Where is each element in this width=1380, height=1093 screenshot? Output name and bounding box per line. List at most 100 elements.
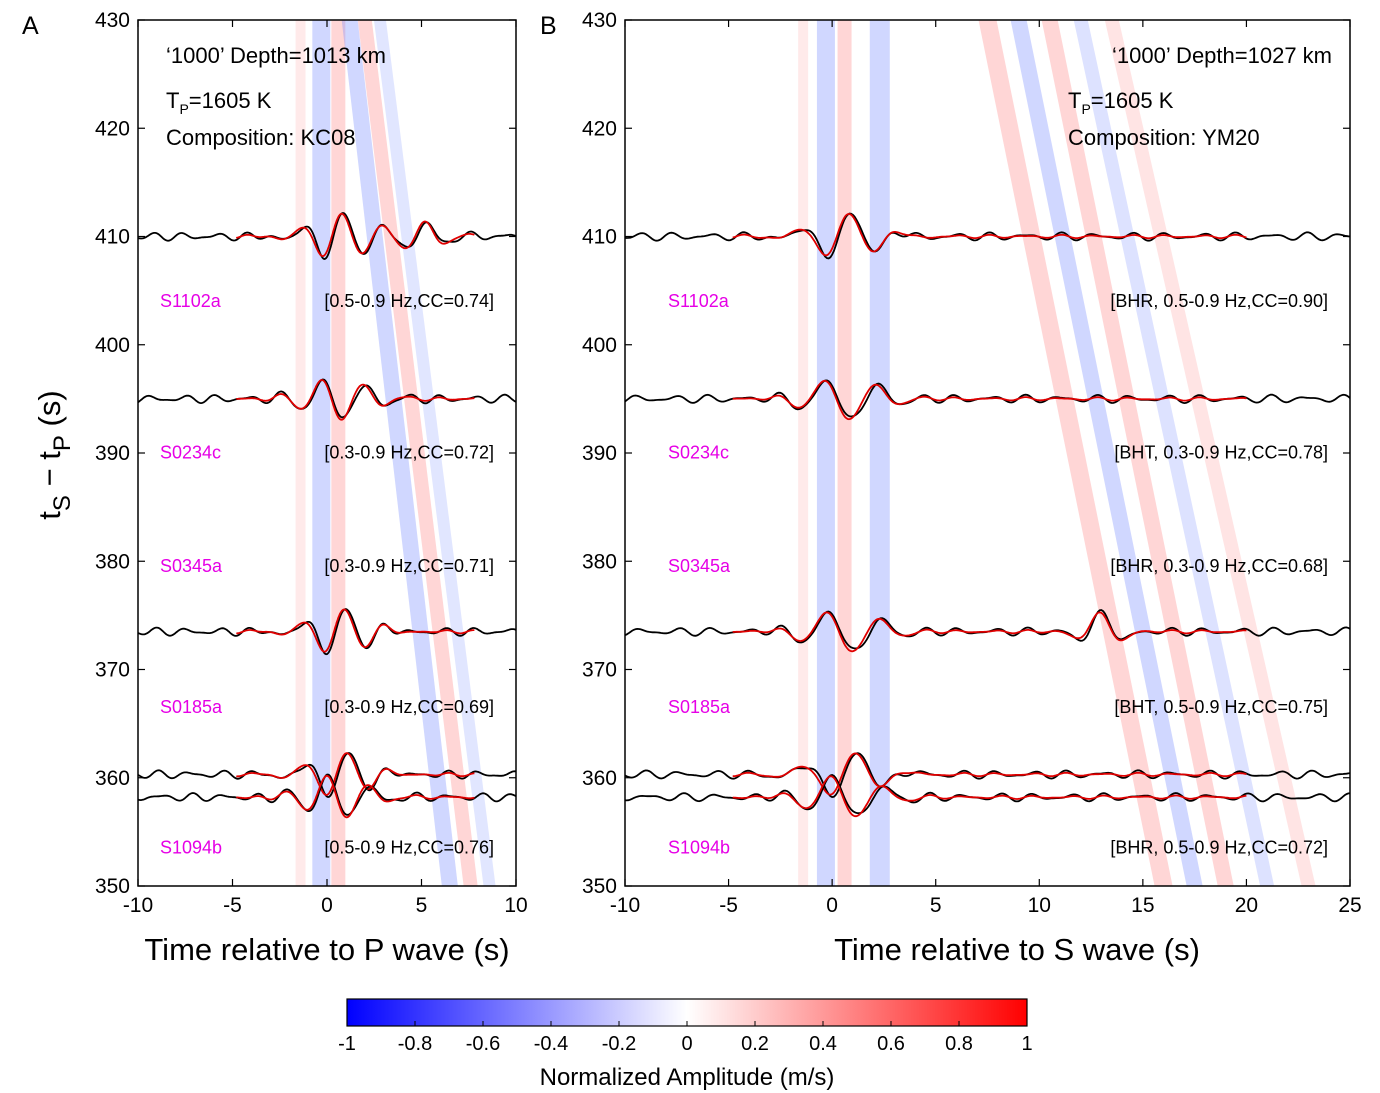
colorbar-tick-label: -0.8 <box>398 1033 432 1055</box>
y-tick-label: 420 <box>582 117 617 140</box>
colorbar-tick-label: -0.6 <box>466 1033 500 1055</box>
station-label: S0345a <box>668 556 731 576</box>
x-tick-label: 25 <box>1338 894 1361 917</box>
panel-b: -10 -5 0 5 10 15 20 25 350 360 370 380 390 400 410 420 4… <box>540 9 1362 967</box>
y-tick-label: 360 <box>582 767 617 790</box>
filter-band-label: [0.3-0.9 Hz,CC=0.71] <box>324 556 494 576</box>
filter-band-label: [0.5-0.9 Hz,CC=0.74] <box>324 291 494 311</box>
station-label: S0185a <box>668 697 731 717</box>
station-label: S0234c <box>160 442 221 462</box>
synthetic-waveform <box>732 752 1247 796</box>
synthetic-waveform <box>732 775 1247 818</box>
colorbar-tick-label: 1 <box>1021 1033 1032 1055</box>
x-tick-label: 10 <box>1028 894 1051 917</box>
y-tick-label: 350 <box>582 875 617 898</box>
y-tick-label: 390 <box>582 442 617 465</box>
colorbar-ticks: -1 -0.8 -0.6 -0.4 -0.2 0 0.2 0.4 0.6 0.8 1 <box>338 1021 1033 1055</box>
observed-waveform <box>138 212 516 260</box>
y-tick-label: 370 <box>95 659 130 682</box>
panel-a-ticks: -10 -5 0 5 10 350 360 370 380 390 400 410 420 430 <box>95 9 528 917</box>
x-tick-label: -10 <box>610 894 640 917</box>
x-tick-label: -10 <box>123 894 153 917</box>
panel-a-traces <box>138 212 516 819</box>
station-label: S1102a <box>668 291 730 311</box>
observed-waveform <box>138 378 516 419</box>
panel-a-wavefield <box>295 20 496 886</box>
filter-band-label: [BHR, 0.5-0.9 Hz,CC=0.90] <box>1110 291 1328 311</box>
y-tick-label: 380 <box>95 550 130 573</box>
colorbar-label: Normalized Amplitude (m/s) <box>540 1064 835 1091</box>
panel-a-annotation-depth: ‘1000’ Depth=1013 km <box>166 43 386 68</box>
colorbar-tick-label: 0.2 <box>741 1033 769 1055</box>
synthetic-waveform <box>732 611 1247 653</box>
colorbar-tick-label: 0 <box>681 1033 692 1055</box>
panel-b-labels: S1102a [BHR, 0.5-0.9 Hz,CC=0.90] S0234c [BH… <box>668 291 1328 858</box>
synthetic-waveform <box>236 752 475 796</box>
y-tick-label: 370 <box>582 659 617 682</box>
filter-band-label: [BHT, 0.5-0.9 Hz,CC=0.75] <box>1114 697 1328 717</box>
wavefield-stripe <box>869 20 890 886</box>
synthetic-waveform <box>235 212 475 257</box>
panel-a-annotation-composition: Composition: KC08 <box>166 125 356 150</box>
y-tick-label: 350 <box>95 875 130 898</box>
station-label: S0234c <box>668 442 729 462</box>
panel-a-annotation-temp: TP=1605 K <box>166 88 272 117</box>
wavefield-stripe <box>1010 20 1203 886</box>
station-label: S0345a <box>160 556 223 576</box>
wavefield-stripe <box>837 20 852 886</box>
y-tick-label: 430 <box>582 9 617 32</box>
wavefield-stripe <box>1041 20 1234 886</box>
filter-band-label: [0.5-0.9 Hz,CC=0.76] <box>324 838 494 858</box>
colorbar: -1 -0.8 -0.6 -0.4 -0.2 0 0.2 0.4 0.6 0.8 1 Normali… <box>338 998 1033 1091</box>
station-label: S1102a <box>160 291 222 311</box>
wavefield-stripe <box>331 20 346 886</box>
wavefield-stripe <box>816 20 835 886</box>
wavefield-stripe <box>798 20 809 886</box>
wavefield-stripe <box>295 20 306 886</box>
wavefield-stripe <box>357 20 478 886</box>
x-tick-label: -5 <box>223 894 242 917</box>
x-tick-label: 0 <box>321 894 333 917</box>
station-label: S0185a <box>160 697 223 717</box>
filter-band-label: [BHR, 0.5-0.9 Hz,CC=0.72] <box>1110 838 1328 858</box>
filter-band-label: [0.3-0.9 Hz,CC=0.69] <box>324 697 494 717</box>
panel-a-labels: S1102a [0.5-0.9 Hz,CC=0.74] S0234c [0.3-0.9… <box>160 291 494 858</box>
wavefield-stripe <box>341 20 458 886</box>
colorbar-tick-label: 0.8 <box>945 1033 973 1055</box>
colorbar-tick-label: -0.4 <box>534 1033 568 1055</box>
y-tick-label: 360 <box>95 767 130 790</box>
filter-band-label: [0.3-0.9 Hz,CC=0.72] <box>324 442 494 462</box>
observed-waveform <box>138 752 516 798</box>
panel-a-xlabel: Time relative to P wave (s) <box>144 932 509 967</box>
y-tick-label: 410 <box>582 226 617 249</box>
x-tick-label: 20 <box>1235 894 1258 917</box>
synthetic-waveform <box>732 379 1247 421</box>
panel-b-annotation-composition: Composition: YM20 <box>1068 125 1260 150</box>
synthetic-waveform <box>732 212 1247 257</box>
colorbar-tick-label: 0.4 <box>809 1033 837 1055</box>
colorbar-tick-label: -1 <box>338 1033 356 1055</box>
panel-b-traces <box>625 212 1350 818</box>
panel-a-label: A <box>22 12 39 40</box>
synthetic-waveform <box>236 379 475 421</box>
y-tick-label: 390 <box>95 442 130 465</box>
filter-band-label: [BHT, 0.3-0.9 Hz,CC=0.78] <box>1114 442 1328 462</box>
y-tick-label: 400 <box>95 334 130 357</box>
station-label: S1094b <box>668 838 730 858</box>
synthetic-waveform <box>236 608 475 653</box>
panel-b-annotation-depth: ‘1000’ Depth=1027 km <box>1112 43 1332 68</box>
synthetic-waveform <box>236 774 475 819</box>
y-tick-label: 420 <box>95 117 130 140</box>
x-tick-label: 5 <box>930 894 942 917</box>
wavefield-stripe <box>373 20 496 886</box>
x-tick-label: 0 <box>826 894 838 917</box>
y-tick-label: 430 <box>95 9 130 32</box>
x-tick-label: 10 <box>504 894 527 917</box>
wavefield-stripe <box>312 20 331 886</box>
filter-band-label: [BHR, 0.3-0.9 Hz,CC=0.68] <box>1110 556 1328 576</box>
x-tick-label: -5 <box>719 894 738 917</box>
colorbar-tick-label: -0.2 <box>602 1033 636 1055</box>
y-tick-label: 410 <box>95 226 130 249</box>
colorbar-tick-label: 0.6 <box>877 1033 905 1055</box>
